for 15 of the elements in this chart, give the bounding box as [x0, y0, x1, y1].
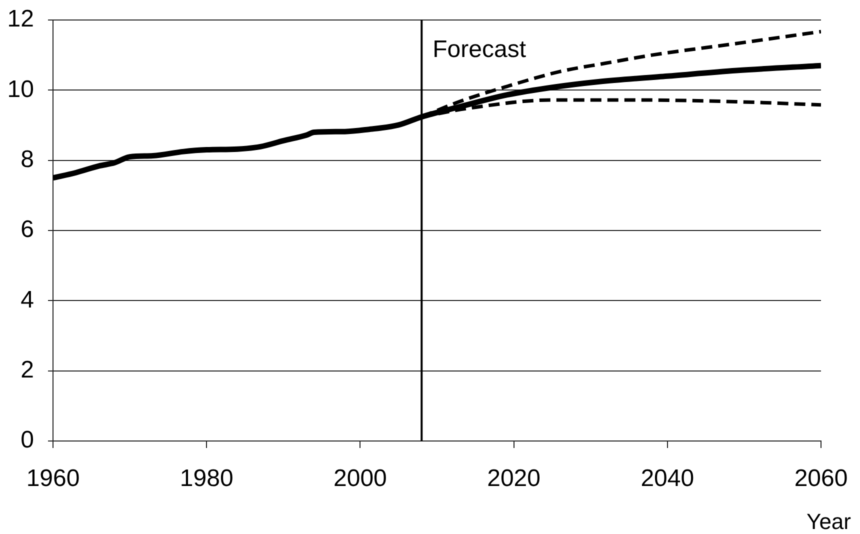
y-tick-label: 8: [20, 146, 34, 173]
x-tick-label: 2000: [334, 465, 387, 492]
x-tick-label: 2020: [487, 465, 540, 492]
y-tick-label: 4: [20, 286, 34, 314]
x-axis-title: Year: [806, 509, 851, 534]
y-tick-label: 10: [7, 76, 34, 103]
y-tick-label: 12: [7, 6, 34, 33]
ref-line-label: Forecast: [432, 36, 526, 63]
y-tick-label: 0: [20, 426, 34, 454]
y-tick-label: 6: [20, 216, 34, 244]
x-tick-label: 1960: [26, 465, 80, 492]
y-tick-label: 2: [20, 356, 34, 384]
x-tick-label: 2040: [640, 465, 694, 492]
x-tick-label: 1980: [180, 465, 234, 492]
x-tick-label: 2060: [794, 465, 848, 492]
